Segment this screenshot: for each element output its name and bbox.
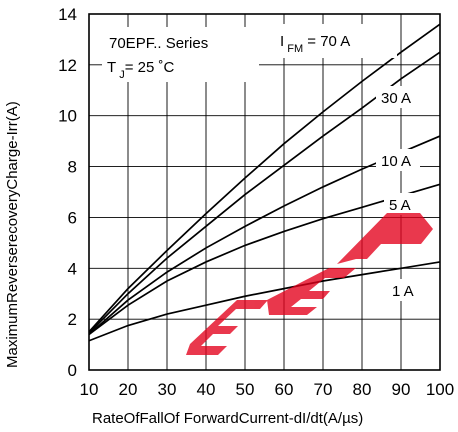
temperature-annotation: T J= 25 ˚C xyxy=(107,59,175,81)
series-label-5a: 5 A xyxy=(389,197,411,214)
watermark-letter-e xyxy=(267,268,356,315)
x-axis-label: RateOfFallOf ForwardCurrent-dI/dt(A/µs) xyxy=(92,410,363,427)
x-tick-label: 20 xyxy=(119,380,138,399)
text-layer: 10 20 30 40 50 60 70 80 90 100 0 2 4 6 8 10 12 14 RateOfFa… xyxy=(4,5,454,427)
ifm-subscript: FM xyxy=(284,43,303,55)
series-line-70-a xyxy=(88,23,441,333)
y-tick-label: 14 xyxy=(58,5,77,24)
label-background xyxy=(275,24,397,58)
label-background xyxy=(376,149,420,171)
ifm-label: I FM = 70 A xyxy=(280,33,350,55)
y-tick-label: 0 xyxy=(68,361,77,380)
x-tick-label: 30 xyxy=(158,380,177,399)
label-background xyxy=(102,27,259,82)
series-annotation: 70EPF.. Series xyxy=(109,35,208,52)
label-background xyxy=(387,279,419,301)
x-tick-label: 40 xyxy=(197,380,216,399)
ifm-prefix: I xyxy=(280,33,284,50)
watermark-layer xyxy=(186,213,433,355)
y-tick-label: 10 xyxy=(58,107,77,126)
series-label-10a: 10 A xyxy=(381,153,411,170)
x-tick-label: 10 xyxy=(80,380,99,399)
watermark-letter-p xyxy=(337,213,433,264)
y-tick-label: 4 xyxy=(68,259,77,278)
temperature-prefix: T xyxy=(107,59,116,76)
label-layer xyxy=(102,24,420,301)
series-line-1-a xyxy=(88,261,441,342)
label-background xyxy=(384,193,416,215)
ifm-value: = 70 A xyxy=(303,33,350,50)
y-tick-label: 12 xyxy=(58,56,77,75)
y-axis-label: MaximumReverserecoveryCharge-Irr(A) xyxy=(4,101,21,368)
y-tick-label: 6 xyxy=(68,208,77,227)
series-line-5-a xyxy=(88,183,441,336)
plot-frame xyxy=(88,13,441,371)
temperature-subscript: J xyxy=(116,69,125,81)
x-tick-label: 70 xyxy=(314,380,333,399)
x-tick-label: 60 xyxy=(275,380,294,399)
y-tick-label: 8 xyxy=(68,158,77,177)
temperature-value: = 25 ˚C xyxy=(125,59,175,76)
x-tick-label: 80 xyxy=(353,380,372,399)
y-tick-label: 2 xyxy=(68,310,77,329)
series-label-1a: 1 A xyxy=(392,283,414,300)
label-background xyxy=(376,86,420,108)
x-tick-label: 100 xyxy=(426,380,454,399)
series-label-30a: 30 A xyxy=(381,90,411,107)
grid-layer xyxy=(88,13,441,371)
watermark-letter-g xyxy=(186,300,268,355)
watermark-logo xyxy=(186,213,433,355)
x-tick-label: 50 xyxy=(236,380,255,399)
x-tick-label: 90 xyxy=(392,380,411,399)
